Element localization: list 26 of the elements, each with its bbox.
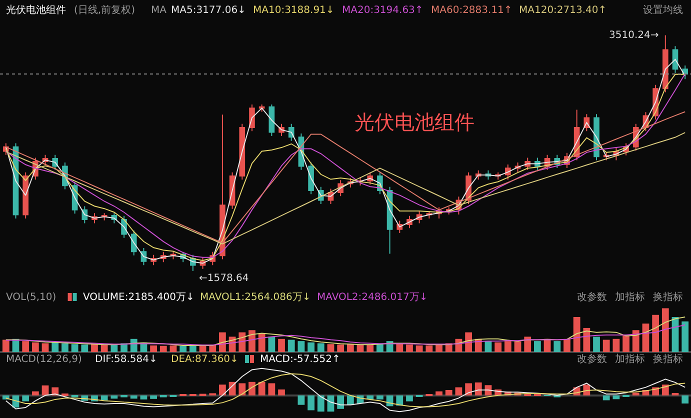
text: 换指标 — [653, 353, 683, 365]
text: MA10:3188.91↓ — [253, 5, 334, 16]
text: 加指标 — [615, 291, 645, 303]
text: VOL(5,10) — [6, 292, 56, 303]
text: 光伏电池组件 — [354, 110, 475, 134]
text: DEA:87.360↓ — [171, 354, 238, 365]
text: ←1578.64 — [199, 273, 249, 284]
text: MA — [151, 5, 167, 16]
text: MAVOL2:2486.017万↓ — [317, 292, 428, 303]
text: 换指标 — [653, 291, 683, 303]
legend-label: VOLUME:2185.400万↓ — [83, 292, 194, 303]
text: DIF:58.584↓ — [95, 354, 158, 365]
text: MA60:2883.11↑ — [431, 5, 512, 16]
text: 光伏电池组件 — [6, 4, 66, 16]
text: (日线,前复权) — [74, 4, 136, 16]
text: MA120:2713.40↑ — [519, 5, 607, 16]
text: 设置均线 — [643, 4, 683, 16]
text: MAVOL1:2564.086万↓ — [200, 292, 311, 303]
legend-label: MACD:-57.552↑ — [260, 354, 340, 365]
text: 改参数 — [577, 353, 607, 365]
text: 加指标 — [615, 353, 645, 365]
annotation: 3510.24→ — [609, 30, 659, 41]
text: 改参数 — [577, 291, 607, 303]
text: MA20:3194.63↑ — [342, 5, 424, 16]
text: MACD(12,26,9) — [6, 354, 82, 365]
text: MA5:3177.06↓ — [171, 5, 246, 16]
